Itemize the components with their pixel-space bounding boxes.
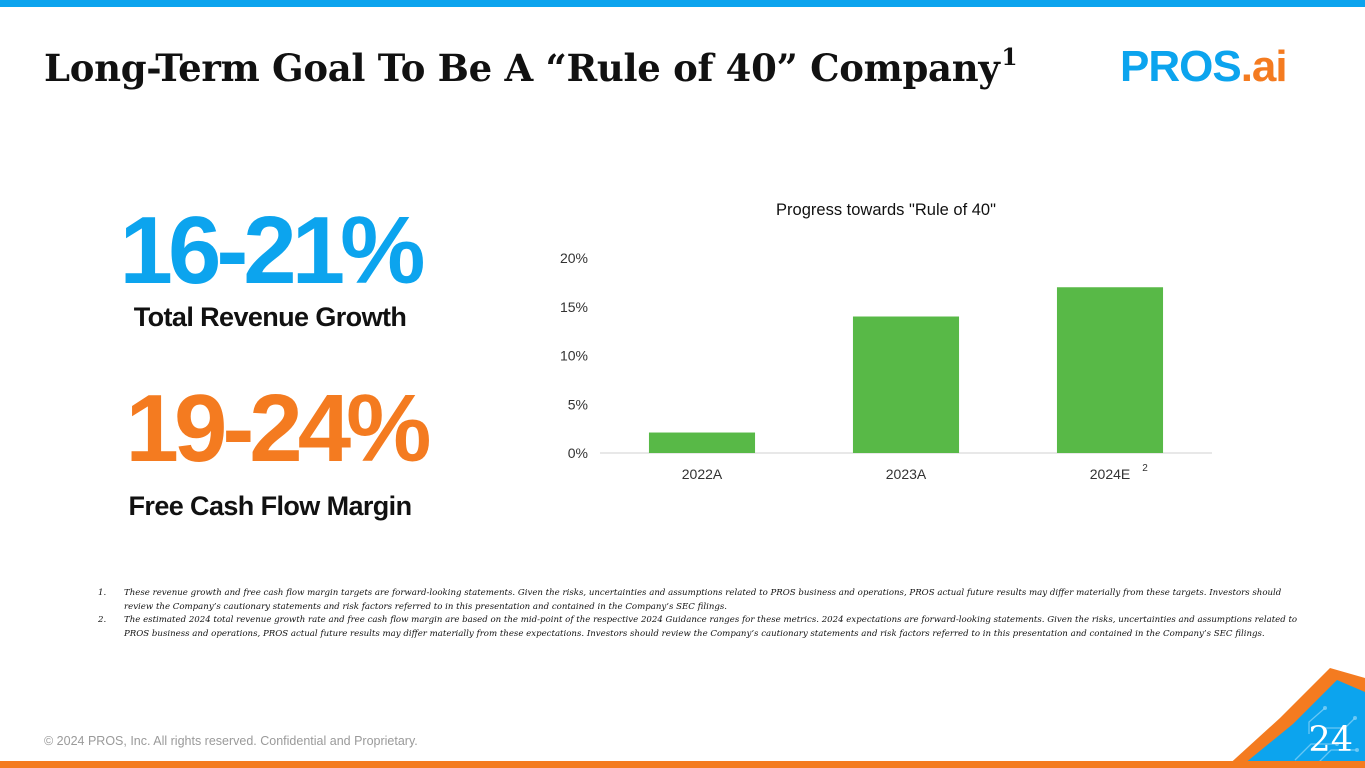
x-tick-label: 2024E	[1090, 466, 1130, 482]
copyright-text: © 2024 PROS, Inc. All rights reserved. C…	[44, 734, 418, 748]
slide-title: Long-Term Goal To Be A “Rule of 40” Comp…	[44, 44, 1018, 90]
footnotes: 1. These revenue growth and free cash fl…	[98, 587, 1298, 641]
logo-ai-text: .ai	[1240, 42, 1288, 91]
footnote-2: 2. The estimated 2024 total revenue grow…	[98, 614, 1298, 641]
rule-of-40-bar-chart: Progress towards "Rule of 40" 0% 5% 10% 15%…	[560, 201, 1212, 482]
page-number: 24	[1308, 720, 1353, 760]
footnote-1-number: 1.	[98, 588, 107, 598]
revenue-growth-value: 16-21%	[119, 197, 426, 304]
footnote-2-text: The estimated 2024 total revenue growth …	[124, 615, 1298, 639]
footnote-1: 1. These revenue growth and free cash fl…	[98, 587, 1298, 614]
y-tick-label: 15%	[560, 299, 588, 315]
y-tick-label: 20%	[560, 250, 588, 266]
pros-ai-logo: PROS.ai	[1120, 44, 1325, 90]
bar-2023A	[852, 316, 960, 453]
y-tick-label: 10%	[560, 348, 588, 364]
page-corner-graphic	[1225, 668, 1365, 768]
fcf-margin-label: Free Cash Flow Margin	[128, 491, 413, 521]
top-accent-bar	[0, 0, 1365, 7]
chart-title: Progress towards "Rule of 40"	[776, 201, 996, 219]
y-tick-label: 0%	[568, 445, 588, 461]
x-tick-label: 2023A	[886, 466, 927, 482]
y-tick-label: 5%	[568, 396, 588, 412]
x-tick-label: 2022A	[682, 466, 723, 482]
footnote-1-text: These revenue growth and free cash flow …	[124, 588, 1282, 612]
bar-2024E	[1056, 287, 1164, 453]
title-footnote-marker: 1	[1001, 44, 1018, 71]
x-tick-footnote-marker: 2	[1142, 463, 1148, 474]
revenue-growth-label: Total Revenue Growth	[133, 302, 407, 332]
bottom-accent-bar	[0, 761, 1365, 768]
fcf-margin-value: 19-24%	[125, 375, 432, 482]
footnote-2-number: 2.	[98, 615, 107, 625]
bar-2022A	[648, 432, 756, 453]
logo-pros-text: PROS	[1120, 42, 1242, 91]
slide-title-text: Long-Term Goal To Be A “Rule of 40” Comp…	[44, 46, 1000, 90]
